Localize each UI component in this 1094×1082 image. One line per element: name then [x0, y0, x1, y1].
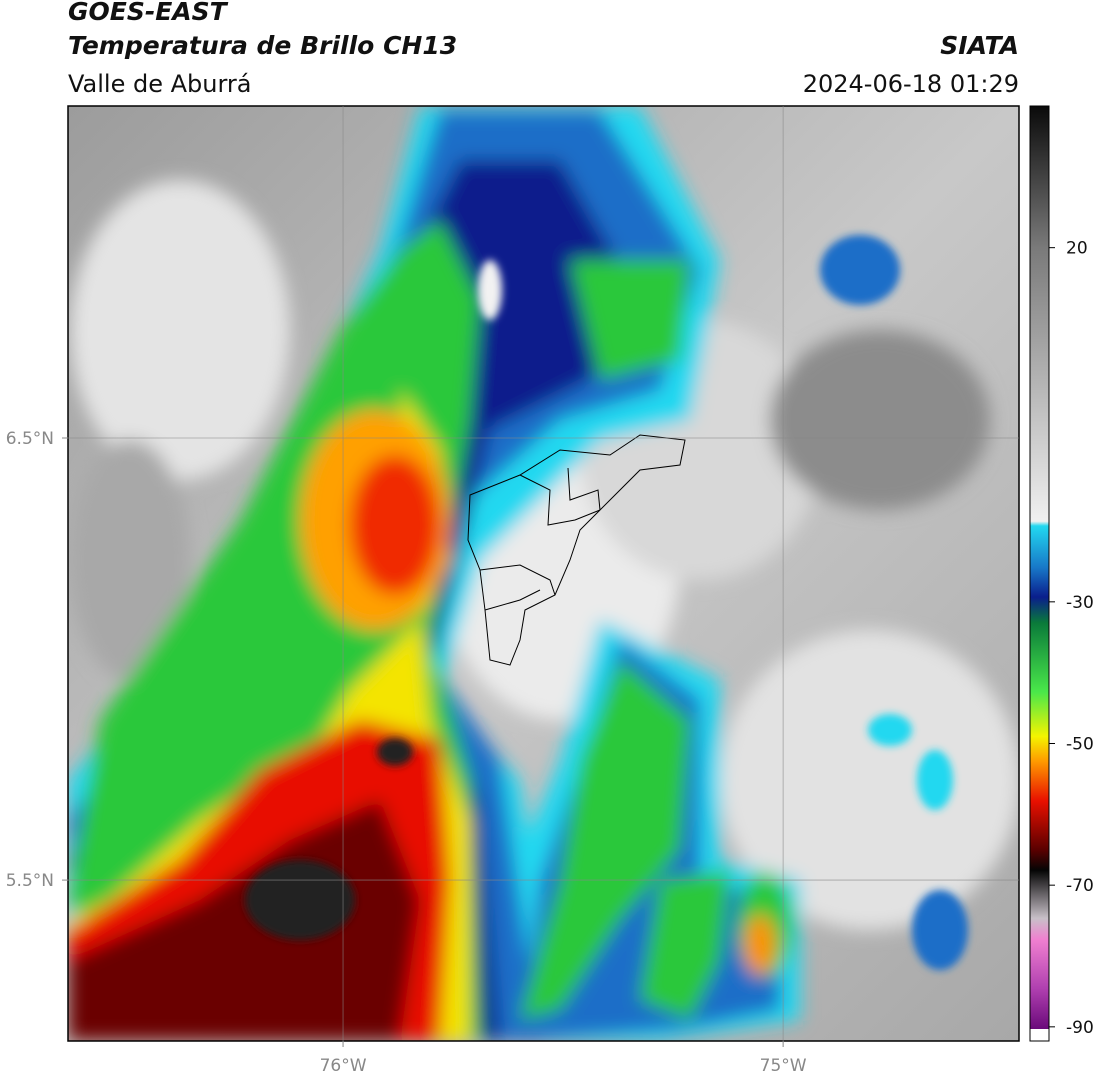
- x-tick-label: 76°W: [320, 1056, 367, 1076]
- cloud-field: [68, 106, 1019, 1041]
- colorbar: 20 -30 -50 -70 -90: [1029, 105, 1094, 1042]
- header: GOES-EAST Temperatura de Brillo CH13 SIA…: [68, 0, 1019, 98]
- map-frame: [67, 105, 1020, 1042]
- colorbar-gradient: [1030, 106, 1049, 1029]
- colorbar-tick-label: -50: [1066, 735, 1094, 755]
- y-tick-label: 6.5°N: [6, 429, 54, 449]
- y-tick-label: 5.5°N: [6, 871, 54, 891]
- colorbar-under: [1030, 1029, 1049, 1041]
- title: GOES-EAST: [68, 0, 229, 26]
- colorbar-tick-label: -30: [1066, 593, 1094, 613]
- subtitle: Temperatura de Brillo CH13: [68, 31, 457, 60]
- colorbar-frame: [1029, 105, 1050, 1042]
- region: Valle de Aburrá: [68, 70, 252, 98]
- colorbar-tick-label: 20: [1066, 239, 1088, 259]
- satellite-image: [68, 106, 1019, 1041]
- timestamp: 2024-06-18 01:29: [803, 70, 1019, 98]
- municipal-boundaries: [467, 434, 686, 666]
- graticule: 76°W 75°W 6.5°N 5.5°N: [6, 106, 1019, 1076]
- source: SIATA: [940, 31, 1019, 60]
- x-tick-label: 75°W: [760, 1056, 807, 1076]
- colorbar-tick-label: -90: [1066, 1018, 1094, 1038]
- colorbar-tick-label: -70: [1066, 876, 1094, 896]
